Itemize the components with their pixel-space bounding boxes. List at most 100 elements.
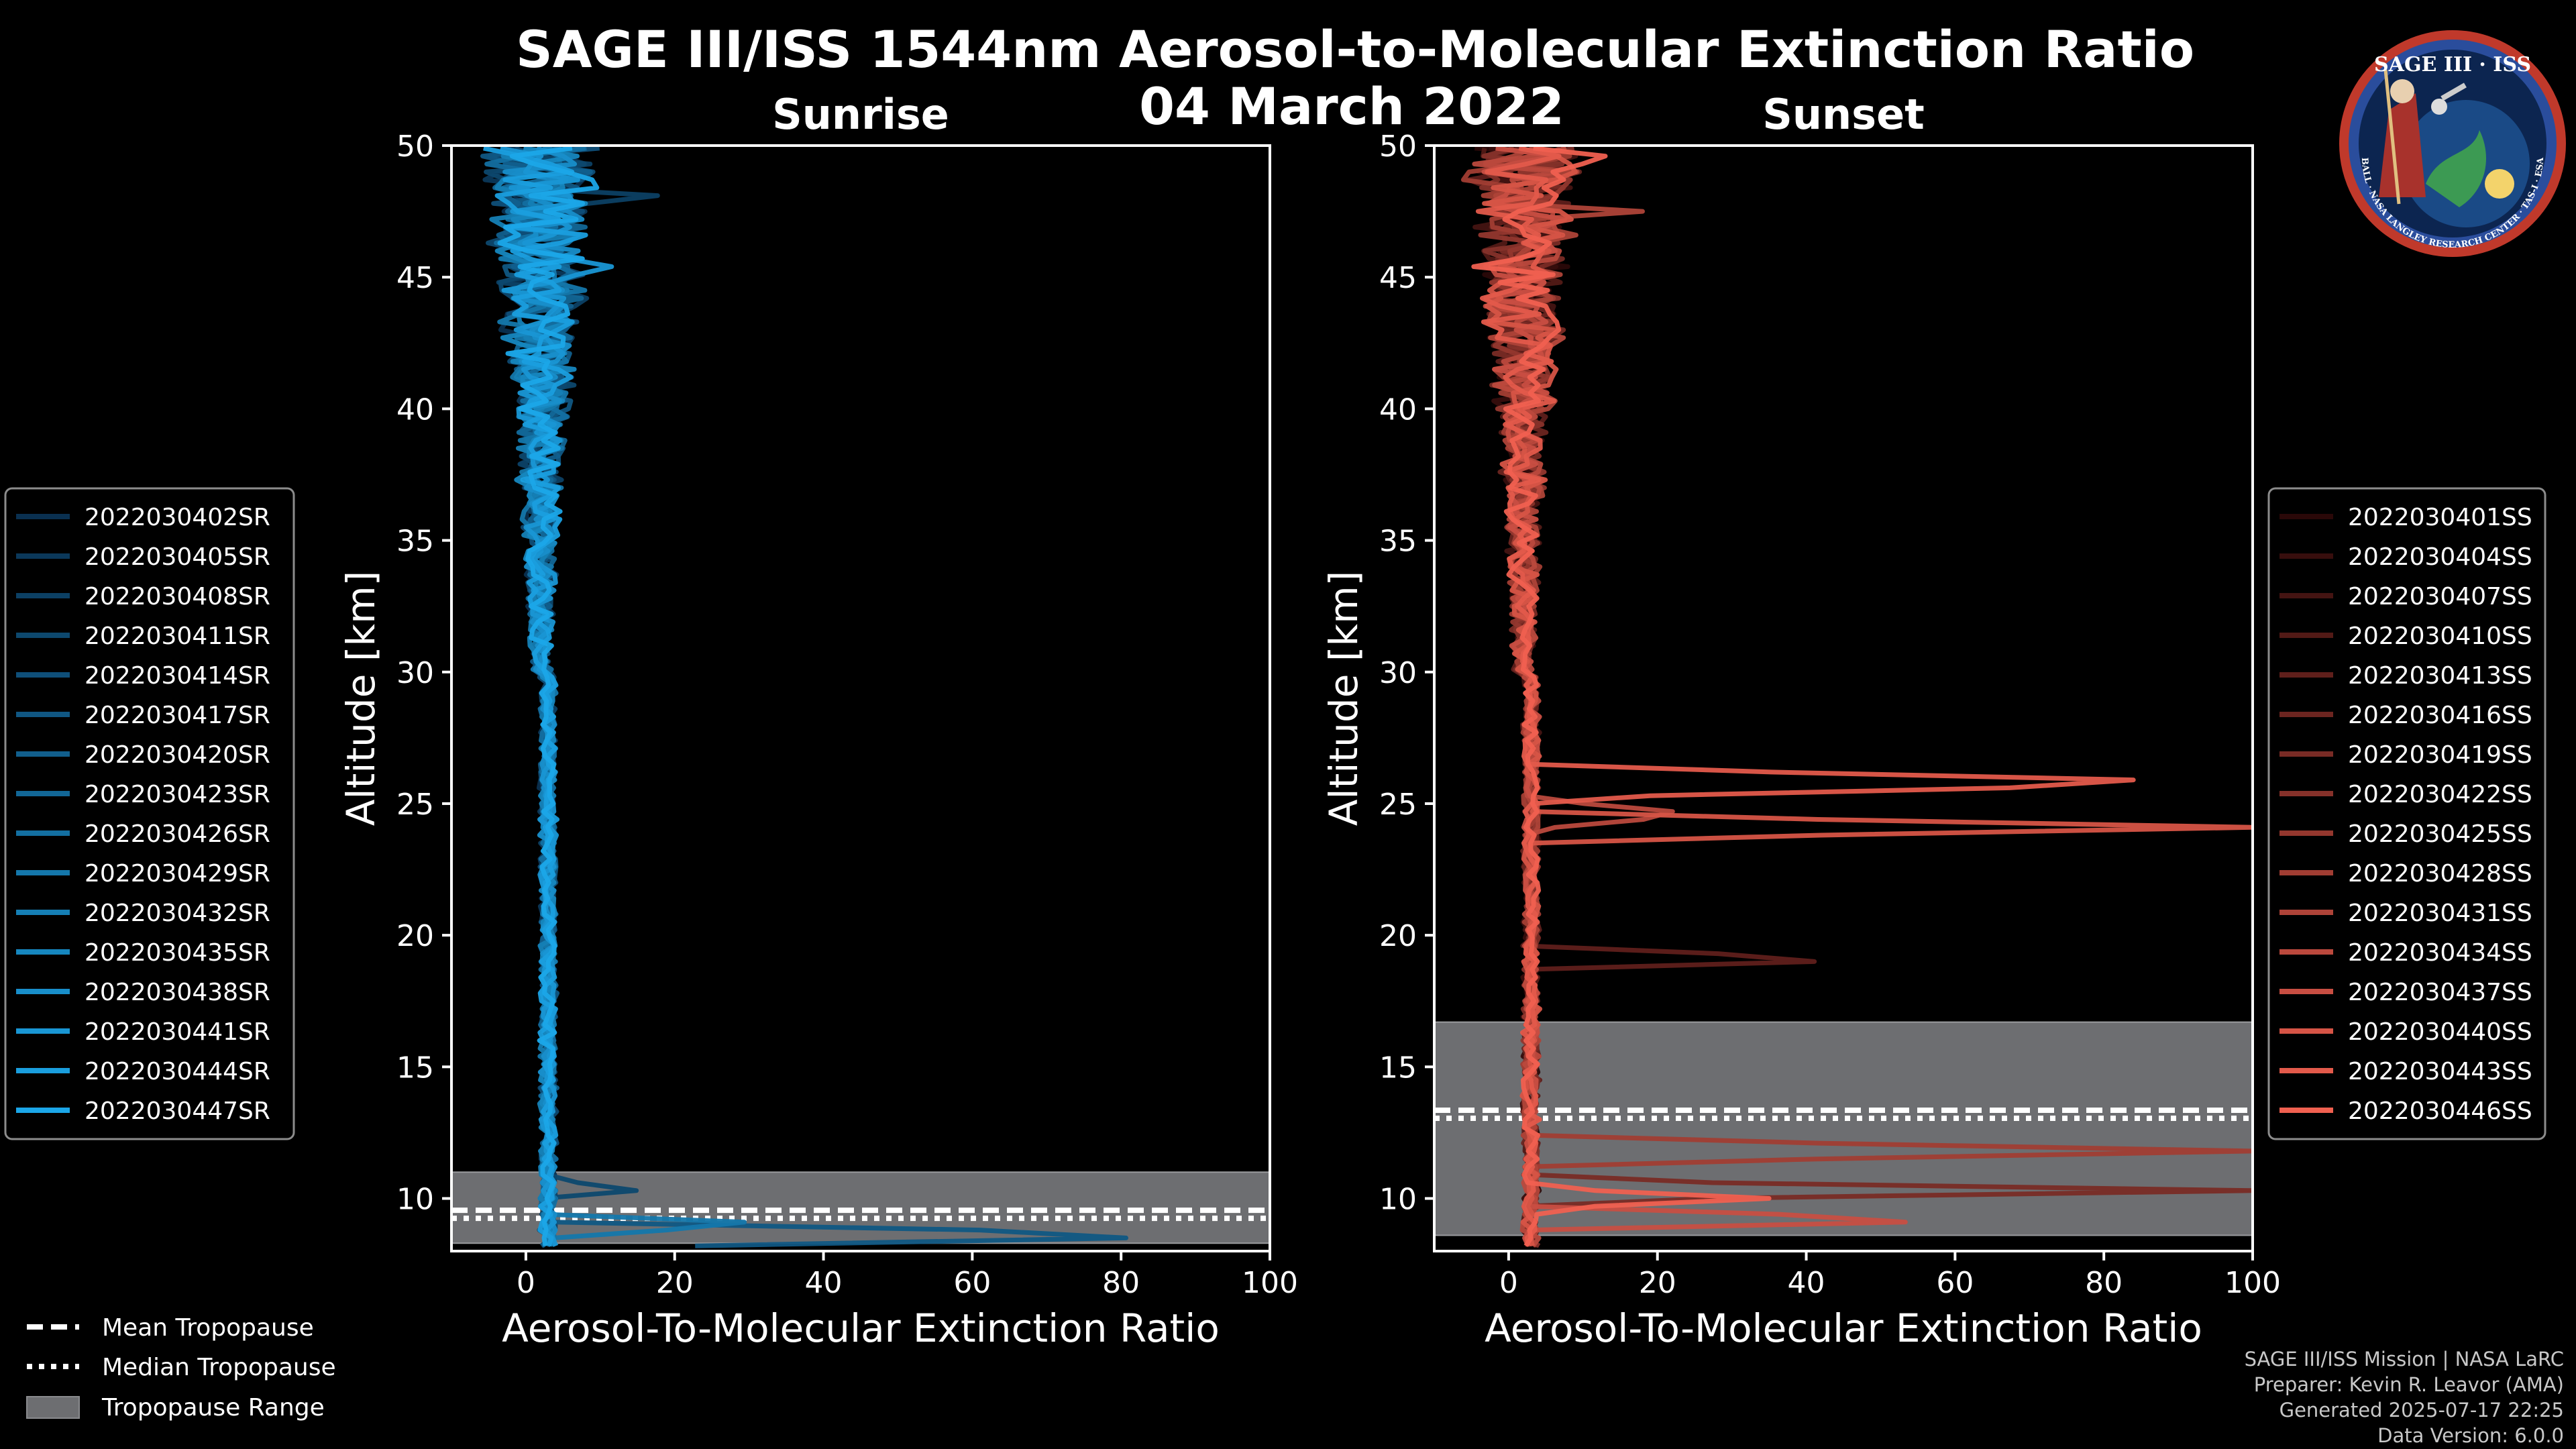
ss-legend-label: 2022030410SS <box>2348 623 2532 650</box>
ss-legend-label: 2022030431SS <box>2348 900 2532 927</box>
tropopause-range-label: Tropopause Range <box>101 1394 325 1421</box>
ss-legend-box <box>2267 487 2546 1140</box>
sr-y-tick-label: 50 <box>396 129 434 164</box>
ss-x-tick-label: 20 <box>1639 1266 1676 1300</box>
sr-x-tick-label: 80 <box>1102 1266 1140 1300</box>
sunrise-plot-frame <box>450 144 1271 1252</box>
sr-x-tick-label: 20 <box>656 1266 694 1300</box>
sunrise-panel: Sunrise 0 20 40 60 80 100 10 15 20 25 30 35 40 45 50 A… <box>338 90 1298 1351</box>
sr-legend-label: 2022030426SR <box>85 820 270 848</box>
ss-legend-label: 2022030440SS <box>2348 1018 2532 1046</box>
ss-profile-2022030440SS <box>1482 146 2253 1247</box>
sunset-y-axis-label: Altitude [km] <box>1321 571 1366 826</box>
sr-legend-box <box>4 487 295 1140</box>
sunset-panel-title: Sunset <box>1762 90 1925 139</box>
ss-legend-label: 2022030413SS <box>2348 662 2532 690</box>
ss-legend-label: 2022030443SS <box>2348 1058 2532 1085</box>
sr-legend-label: 2022030435SR <box>85 939 270 967</box>
ss-x-tick-label: 60 <box>1936 1266 1974 1300</box>
credit-mission: SAGE III/ISS Mission | NASA LaRC <box>2245 1348 2564 1371</box>
sr-y-tick-label: 10 <box>396 1183 434 1217</box>
sr-legend-label: 2022030408SR <box>85 583 270 610</box>
ss-legend-label: 2022030422SS <box>2348 781 2532 808</box>
sr-profile-2022030444SR <box>483 146 588 1247</box>
sr-profile-2022030447SR <box>497 146 600 1246</box>
figure-date: 04 March 2022 <box>1139 76 1564 136</box>
ss-y-tick-label: 45 <box>1379 261 1417 295</box>
sr-legend-label: 2022030444SR <box>85 1058 270 1085</box>
sr-x-tick-label: 0 <box>517 1266 535 1300</box>
sr-y-tick-label: 40 <box>396 392 434 427</box>
ss-legend-label: 2022030419SS <box>2348 741 2532 769</box>
sr-legend-label: 2022030405SR <box>85 543 270 571</box>
ss-legend-label: 2022030434SS <box>2348 939 2532 967</box>
ss-x-tick-label: 40 <box>1788 1266 1825 1300</box>
ss-y-tick-label: 20 <box>1379 919 1417 953</box>
sunrise-y-axis-label: Altitude [km] <box>338 571 384 826</box>
sr-legend-label: 2022030441SR <box>85 1018 270 1046</box>
sr-legend-label: 2022030432SR <box>85 900 270 927</box>
ss-legend-label: 2022030425SS <box>2348 820 2532 848</box>
sunset-tropopause-layer <box>1434 1021 2253 1236</box>
sunrise-x-axis-label: Aerosol-To-Molecular Extinction Ratio <box>502 1305 1220 1351</box>
tropopause-legend: Mean Tropopause Median Tropopause Tropop… <box>26 1314 336 1421</box>
ss-y-tick-label: 15 <box>1379 1051 1417 1085</box>
ss-profile-2022030446SS <box>1471 146 1772 1248</box>
sr-legend-label: 2022030429SR <box>85 860 270 888</box>
sunset-x-axis-label: Aerosol-To-Molecular Extinction Ratio <box>1485 1305 2202 1351</box>
sr-y-tick-label: 45 <box>396 261 434 295</box>
sunset-profiles <box>1460 146 2253 1248</box>
credit-preparer: Preparer: Kevin R. Leavor (AMA) <box>2254 1373 2564 1396</box>
ss-y-tick-label: 35 <box>1379 525 1417 559</box>
ss-legend-label: 2022030401SS <box>2348 504 2532 531</box>
sage-iii-mission-patch-icon: SAGE III · ISS BALL · NASA LANGLEY RESEA… <box>2339 30 2566 257</box>
sunrise-legend: 2022030402SR 2022030405SR 2022030408SR 2022… <box>4 487 295 1140</box>
credit-data-version: Data Version: 6.0.0 <box>2377 1424 2564 1447</box>
credit-generated: Generated 2025-07-17 22:25 <box>2279 1399 2564 1421</box>
sr-legend-label: 2022030447SR <box>85 1097 270 1125</box>
ss-legend-label: 2022030437SS <box>2348 979 2532 1006</box>
logo-top-text: SAGE III · ISS <box>2374 53 2531 76</box>
credits: SAGE III/ISS Mission | NASA LaRC Prepare… <box>2245 1348 2564 1447</box>
ss-y-tick-label: 30 <box>1379 656 1417 690</box>
ss-legend-label: 2022030428SS <box>2348 860 2532 888</box>
sr-x-tick-label: 100 <box>1242 1266 1298 1300</box>
sunrise-profiles <box>480 146 1128 1248</box>
figure-title: SAGE III/ISS 1544nm Aerosol-to-Molecular… <box>516 19 2194 79</box>
ss-y-tick-label: 10 <box>1379 1183 1417 1217</box>
ss-y-tick-label: 40 <box>1379 392 1417 427</box>
sr-y-tick-label: 15 <box>396 1051 434 1085</box>
ss-legend-label: 2022030416SS <box>2348 702 2532 729</box>
ss-legend-label: 2022030446SS <box>2348 1097 2532 1125</box>
ss-legend-label: 2022030407SS <box>2348 583 2532 610</box>
ss-y-tick-label: 25 <box>1379 788 1417 822</box>
ss-x-tick-label: 0 <box>1499 1266 1518 1300</box>
sr-legend-label: 2022030411SR <box>85 623 270 650</box>
ss-y-tick-label: 50 <box>1379 129 1417 164</box>
sunset-panel: Sunset 0 20 40 60 80 100 10 15 20 25 30 35 40 45 50 Ae… <box>1321 90 2281 1351</box>
sr-legend-label: 2022030417SR <box>85 702 270 729</box>
sunrise-plot-area <box>451 146 1270 1251</box>
sunrise-panel-title: Sunrise <box>772 90 949 139</box>
sr-y-tick-label: 20 <box>396 919 434 953</box>
sr-y-tick-label: 30 <box>396 656 434 690</box>
ss-tropopause-range-band <box>1434 1021 2253 1236</box>
sr-legend-label: 2022030423SR <box>85 781 270 808</box>
tropopause-range-swatch <box>26 1396 80 1419</box>
sr-x-tick-label: 60 <box>953 1266 991 1300</box>
ss-x-tick-label: 80 <box>2085 1266 2123 1300</box>
sunset-legend: 2022030401SS 2022030404SS 2022030407SS 2022… <box>2267 487 2546 1140</box>
sunrise-axes: 0 20 40 60 80 100 10 15 20 25 30 35 40 45 50 <box>396 129 1298 1300</box>
sr-legend-label: 2022030420SR <box>85 741 270 769</box>
sr-legend-label: 2022030402SR <box>85 504 270 531</box>
sr-x-tick-label: 40 <box>805 1266 843 1300</box>
median-tropopause-label: Median Tropopause <box>102 1354 336 1381</box>
sunset-plot-frame <box>1433 144 2254 1252</box>
sr-y-tick-label: 25 <box>396 788 434 822</box>
sr-legend-label: 2022030438SR <box>85 979 270 1006</box>
sunset-axes: 0 20 40 60 80 100 10 15 20 25 30 35 40 45 50 <box>1379 129 2281 1300</box>
mean-tropopause-label: Mean Tropopause <box>102 1314 314 1342</box>
ss-legend-label: 2022030404SS <box>2348 543 2532 571</box>
ss-x-tick-label: 100 <box>2224 1266 2281 1300</box>
